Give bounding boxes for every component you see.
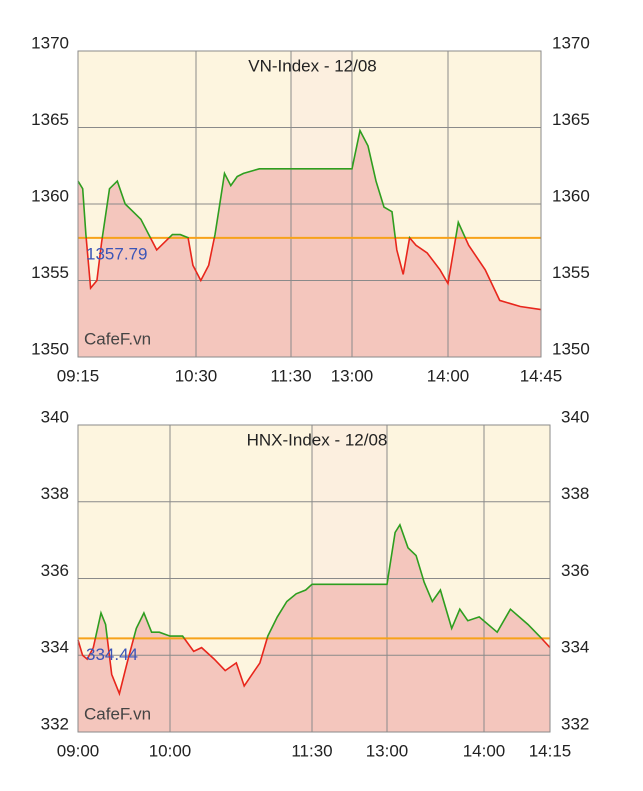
y-tick-label: 332 [41, 714, 69, 733]
y-tick-label-right: 332 [561, 714, 589, 733]
y-tick-label-right: 1350 [552, 339, 590, 358]
area [78, 524, 550, 732]
index-line [77, 128, 542, 311]
chart-title: HNX-Index - 12/08 [247, 430, 388, 449]
x-tick-label: 13:00 [366, 741, 409, 760]
watermark: CafeF.vn [84, 329, 151, 348]
chart-title: VN-Index - 12/08 [248, 56, 377, 75]
y-tick-label: 1355 [31, 263, 69, 282]
y-tick-label: 336 [41, 561, 69, 580]
x-tick-label: 11:30 [291, 741, 332, 760]
area [78, 130, 541, 357]
x-tick-label: 10:30 [175, 366, 218, 385]
y-tick-label-right: 340 [561, 407, 589, 426]
x-tick-label: 13:00 [331, 366, 374, 385]
y-tick-label: 1350 [31, 339, 69, 358]
x-tick-label: 14:00 [463, 741, 506, 760]
y-tick-label-right: 1360 [552, 186, 590, 205]
y-tick-label: 1365 [31, 110, 69, 129]
y-tick-label-right: 336 [561, 561, 589, 580]
plot-border [77, 50, 542, 358]
y-tick-label-right: 334 [561, 638, 589, 657]
y-tick-label-right: 338 [561, 484, 589, 503]
reference-label: 334.44 [86, 645, 138, 664]
reference-label: 1357.79 [86, 244, 147, 263]
y-tick-label-right: 1370 [552, 33, 590, 52]
x-tick-label: 09:00 [57, 741, 100, 760]
y-tick-label: 1370 [31, 33, 69, 52]
x-tick-label: 11:30 [270, 366, 311, 385]
y-tick-label-right: 1355 [552, 263, 590, 282]
plot-border [77, 424, 551, 733]
y-tick-label: 1360 [31, 186, 69, 205]
y-tick-label: 338 [41, 484, 69, 503]
x-tick-label: 10:00 [149, 741, 192, 760]
y-tick-label: 340 [41, 407, 69, 426]
x-tick-label: 14:45 [520, 366, 563, 385]
x-tick-label: 14:15 [529, 741, 572, 760]
index-line [77, 522, 551, 697]
y-tick-label: 334 [41, 638, 69, 657]
x-tick-label: 09:15 [57, 366, 100, 385]
y-tick-label-right: 1365 [552, 110, 590, 129]
x-tick-label: 14:00 [427, 366, 470, 385]
watermark: CafeF.vn [84, 704, 151, 723]
